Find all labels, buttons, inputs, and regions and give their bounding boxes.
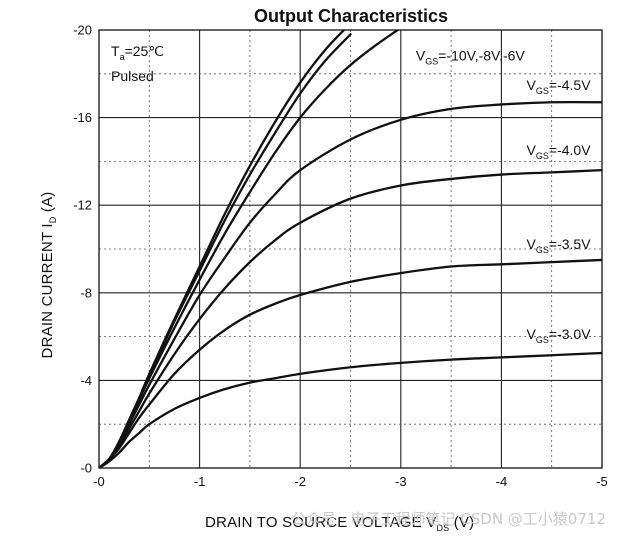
x-axis-label: DRAIN TO SOURCE VOLTAGE VDS (V) — [205, 514, 474, 533]
series-label-value: =-4.0V — [549, 142, 591, 158]
series-labels: VGS=-10V,-8V,-6VVGS=-4.5VVGS=-4.0VVGS=-3… — [416, 48, 591, 345]
series-label-4: VGS=-4.5V — [527, 77, 592, 96]
watermark-text: 公众号 · 电子工程师笔记 CSDN @工小猿0712 — [291, 510, 606, 528]
series-label-value: =-10V,-8V,-6V — [438, 48, 525, 64]
series-label-sub: GS — [536, 245, 549, 255]
ta-main: T — [111, 43, 120, 59]
series-label-main: V — [416, 48, 426, 64]
ta-sub: a — [120, 52, 125, 62]
temperature-annotation: Ta=25℃ — [111, 43, 164, 62]
series-label-value: =-3.0V — [549, 326, 591, 342]
series-label-main: V — [527, 77, 537, 93]
ta-value: =25℃ — [125, 43, 164, 59]
y-axis-label-unit: (A) — [39, 192, 56, 217]
series-line-4 — [99, 100, 602, 468]
y-tick-label: -4 — [80, 373, 92, 388]
y-tick-label: -12 — [73, 198, 92, 213]
x-tick-label: -3 — [395, 474, 407, 489]
y-tick-label: -20 — [73, 23, 92, 38]
pulsed-annotation: Pulsed — [111, 68, 154, 84]
y-axis-label-main: DRAIN CURRENT I — [39, 223, 56, 358]
y-tick-label: -16 — [73, 110, 92, 125]
x-tick-label: -1 — [194, 474, 206, 489]
y-axis-label-sub: D — [48, 216, 58, 223]
series-label-sub: GS — [536, 335, 549, 345]
x-tick-label: -2 — [294, 474, 306, 489]
chart-title: Output Characteristics — [254, 6, 448, 26]
series-label-7: VGS=-3.0V — [527, 326, 592, 345]
series-label-value: =-3.5V — [549, 236, 591, 252]
series-label-main: V — [527, 236, 537, 252]
series-label-sub: GS — [536, 86, 549, 96]
x-axis-label-sub: DS — [436, 523, 449, 533]
y-tick-label: -0 — [80, 461, 92, 476]
series-line-5 — [99, 169, 602, 468]
curves — [99, 30, 602, 468]
y-tick-label: -8 — [80, 285, 92, 300]
x-tick-label: -5 — [596, 474, 608, 489]
x-tick-label: -0 — [93, 474, 105, 489]
x-axis-label-main: DRAIN TO SOURCE VOLTAGE V — [205, 514, 436, 531]
series-label-sub: GS — [536, 151, 549, 161]
series-label-value: =-4.5V — [549, 77, 591, 93]
y-axis-label: DRAIN CURRENT ID (A) — [39, 192, 58, 359]
grid — [99, 30, 602, 468]
series-label-main: V — [527, 142, 537, 158]
x-tick-label: -4 — [496, 474, 508, 489]
series-label-main: V — [527, 326, 537, 342]
series-label-5: VGS=-4.0V — [527, 142, 592, 161]
series-label-6: VGS=-3.5V — [527, 236, 592, 255]
plot-frame — [98, 29, 603, 469]
x-axis-label-unit: (V) — [449, 514, 474, 531]
series-line-6 — [99, 258, 602, 468]
tick-labels: -0 -1 -2 -3 -4 -5 -0 -4 -8 -12 -16 -20 — [73, 23, 608, 490]
series-label-sub: GS — [425, 57, 438, 67]
series-line-7 — [99, 351, 602, 468]
series-label-1: VGS=-10V,-8V,-6V — [416, 48, 526, 67]
